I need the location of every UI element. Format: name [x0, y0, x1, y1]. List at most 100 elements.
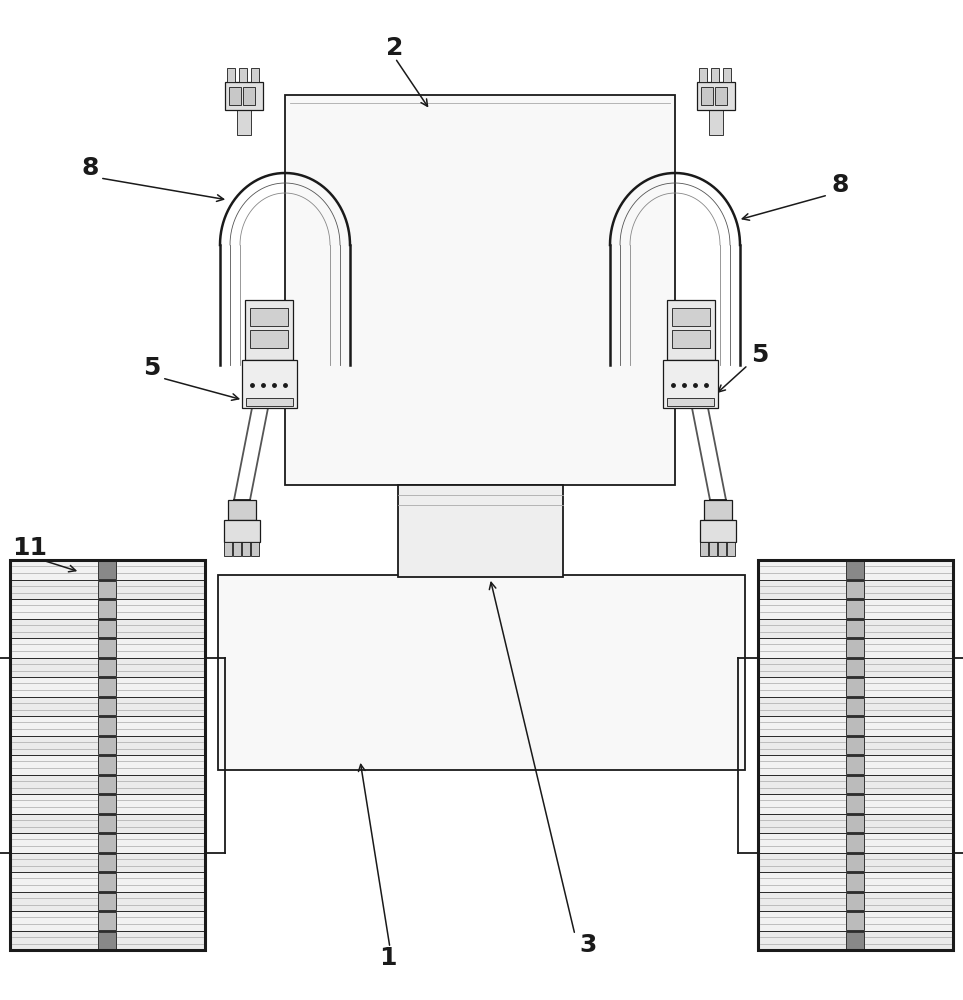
- Bar: [10, 852, 205, 872]
- Bar: [98, 776, 116, 793]
- Bar: [846, 814, 864, 832]
- Bar: [701, 87, 713, 105]
- Bar: [10, 774, 205, 794]
- Bar: [711, 68, 719, 82]
- Bar: [10, 580, 205, 599]
- Bar: [98, 814, 116, 832]
- Bar: [98, 854, 116, 871]
- Bar: [10, 658, 205, 677]
- Bar: [242, 542, 250, 556]
- Bar: [237, 110, 251, 135]
- Bar: [98, 561, 116, 578]
- Bar: [98, 717, 116, 734]
- Bar: [229, 87, 241, 105]
- Text: 8: 8: [831, 173, 848, 197]
- Bar: [758, 716, 953, 736]
- Bar: [758, 814, 953, 833]
- Bar: [10, 911, 205, 930]
- Bar: [846, 892, 864, 910]
- Bar: [758, 833, 953, 852]
- Bar: [10, 736, 205, 755]
- Bar: [758, 872, 953, 892]
- Bar: [98, 580, 116, 598]
- Bar: [758, 852, 953, 872]
- Bar: [663, 360, 718, 408]
- Bar: [98, 892, 116, 910]
- Bar: [758, 599, 953, 618]
- Bar: [10, 794, 205, 814]
- Bar: [667, 300, 715, 360]
- Bar: [758, 580, 953, 599]
- Text: 1: 1: [379, 946, 397, 970]
- Bar: [10, 560, 205, 950]
- Bar: [98, 678, 116, 696]
- Bar: [98, 834, 116, 852]
- Bar: [98, 795, 116, 812]
- Bar: [251, 542, 259, 556]
- Bar: [846, 561, 864, 578]
- Bar: [758, 755, 953, 774]
- Bar: [758, 658, 953, 677]
- Bar: [10, 872, 205, 892]
- Bar: [846, 873, 864, 890]
- Bar: [718, 542, 726, 556]
- Bar: [98, 600, 116, 617]
- Bar: [667, 398, 714, 406]
- Text: 2: 2: [386, 36, 403, 60]
- Bar: [239, 68, 247, 82]
- Bar: [245, 300, 293, 360]
- Text: 3: 3: [580, 933, 597, 957]
- Bar: [10, 892, 205, 911]
- Bar: [225, 82, 263, 110]
- Bar: [846, 619, 864, 637]
- Text: 11: 11: [13, 536, 47, 560]
- Bar: [846, 639, 864, 656]
- Bar: [846, 912, 864, 930]
- Bar: [846, 658, 864, 676]
- Bar: [846, 580, 864, 598]
- Bar: [250, 308, 288, 326]
- Bar: [98, 873, 116, 890]
- Bar: [758, 618, 953, 638]
- Bar: [846, 834, 864, 852]
- Text: 5: 5: [751, 343, 768, 367]
- Bar: [246, 398, 293, 406]
- Bar: [10, 755, 205, 774]
- Bar: [758, 892, 953, 911]
- Bar: [672, 330, 710, 348]
- Bar: [846, 678, 864, 696]
- Bar: [98, 639, 116, 656]
- Bar: [398, 485, 563, 577]
- Bar: [758, 677, 953, 696]
- Bar: [10, 696, 205, 716]
- Bar: [98, 619, 116, 637]
- Bar: [98, 912, 116, 930]
- Bar: [98, 698, 116, 715]
- Bar: [758, 736, 953, 755]
- Bar: [672, 308, 710, 326]
- Bar: [704, 500, 732, 520]
- Bar: [228, 500, 256, 520]
- Bar: [709, 110, 723, 135]
- Bar: [98, 756, 116, 774]
- Bar: [758, 696, 953, 716]
- Bar: [846, 776, 864, 793]
- Bar: [699, 68, 707, 82]
- Bar: [251, 68, 259, 82]
- Bar: [758, 774, 953, 794]
- Bar: [709, 542, 717, 556]
- Bar: [758, 794, 953, 814]
- Bar: [285, 95, 675, 485]
- Bar: [723, 68, 731, 82]
- Bar: [758, 560, 953, 950]
- Bar: [846, 736, 864, 754]
- Bar: [10, 930, 205, 950]
- Bar: [758, 560, 953, 580]
- Text: 5: 5: [143, 356, 161, 380]
- Bar: [846, 932, 864, 949]
- Bar: [243, 87, 255, 105]
- Bar: [224, 542, 232, 556]
- Bar: [846, 600, 864, 617]
- Bar: [10, 599, 205, 618]
- Bar: [224, 520, 260, 542]
